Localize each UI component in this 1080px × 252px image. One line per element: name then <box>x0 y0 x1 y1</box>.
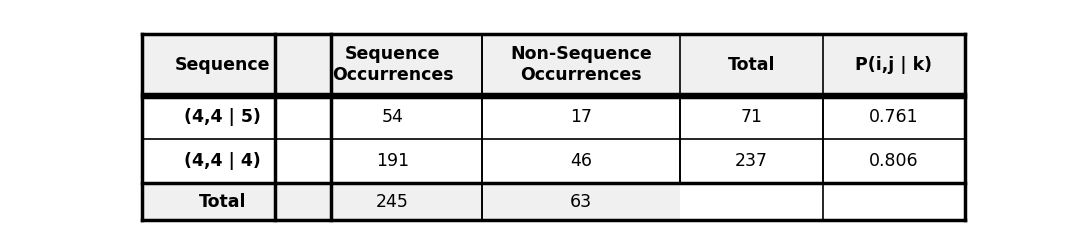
Text: 0.806: 0.806 <box>869 152 919 170</box>
Bar <box>141 96 302 139</box>
Bar <box>482 96 680 139</box>
Text: 46: 46 <box>570 152 592 170</box>
Bar <box>141 139 302 183</box>
Text: 63: 63 <box>570 193 592 211</box>
Text: 54: 54 <box>381 108 404 127</box>
Bar <box>302 139 482 183</box>
Bar <box>823 34 966 96</box>
Bar <box>680 139 823 183</box>
Text: Total: Total <box>728 56 775 74</box>
Bar <box>823 139 966 183</box>
Text: 237: 237 <box>734 152 768 170</box>
Text: 0.761: 0.761 <box>869 108 919 127</box>
Bar <box>680 34 823 96</box>
Text: Total: Total <box>199 193 246 211</box>
Text: 245: 245 <box>376 193 409 211</box>
Bar <box>302 96 482 139</box>
Text: (4,4 | 5): (4,4 | 5) <box>184 108 260 127</box>
Text: P(i,j | k): P(i,j | k) <box>855 56 932 74</box>
Text: 191: 191 <box>376 152 409 170</box>
Text: 17: 17 <box>570 108 592 127</box>
Bar <box>680 96 966 183</box>
Bar <box>823 96 966 139</box>
Bar <box>482 139 680 183</box>
Text: Sequence: Sequence <box>175 56 270 74</box>
Bar <box>482 34 680 96</box>
Text: 71: 71 <box>741 108 762 127</box>
Text: Non-Sequence
Occurrences: Non-Sequence Occurrences <box>510 45 652 84</box>
Bar <box>141 34 302 96</box>
Bar <box>823 183 966 220</box>
Bar <box>302 34 482 96</box>
Text: Sequence
Occurrences: Sequence Occurrences <box>332 45 454 84</box>
Text: (4,4 | 4): (4,4 | 4) <box>184 152 260 170</box>
Bar <box>680 96 823 139</box>
Bar <box>482 183 680 220</box>
Bar <box>141 183 302 220</box>
Bar <box>680 183 823 220</box>
Bar <box>302 183 482 220</box>
